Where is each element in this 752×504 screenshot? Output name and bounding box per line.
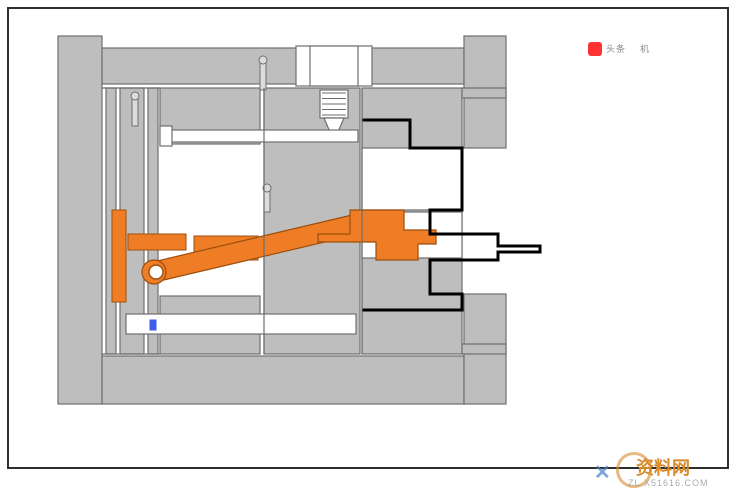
orange-plate-h [128, 234, 186, 250]
watermark-main: ✕ 资料网 [628, 454, 682, 480]
plate-bottom [102, 356, 464, 404]
slab-left [58, 36, 102, 404]
pivot-hole-1 [149, 265, 163, 279]
peg-cap-1 [131, 92, 139, 100]
orange-plate-v [112, 210, 126, 302]
header-label-2: 机 [640, 42, 649, 55]
sprue-inner [310, 46, 358, 86]
watermark-text: 资料网 [636, 458, 690, 478]
diagram-svg [0, 0, 752, 504]
plate-top [102, 48, 464, 84]
diagram-stage: 头条 机 ✕ 资料网 ZL.X51616.COM [0, 0, 752, 504]
lock-notch-bot [462, 344, 506, 354]
ejector-rod [126, 314, 356, 334]
ejector-rod-blue [150, 320, 156, 330]
watermark-url: ZL.X51616.COM [628, 478, 709, 488]
lock-notch-top [462, 88, 506, 98]
guide-pin-cap [160, 126, 172, 146]
cavity-pocket-top [362, 148, 462, 210]
peg-cap-0 [259, 56, 267, 64]
header-icon [588, 42, 602, 56]
header-label-1: 头条 [606, 42, 626, 55]
guide-pin-rod [168, 130, 358, 142]
